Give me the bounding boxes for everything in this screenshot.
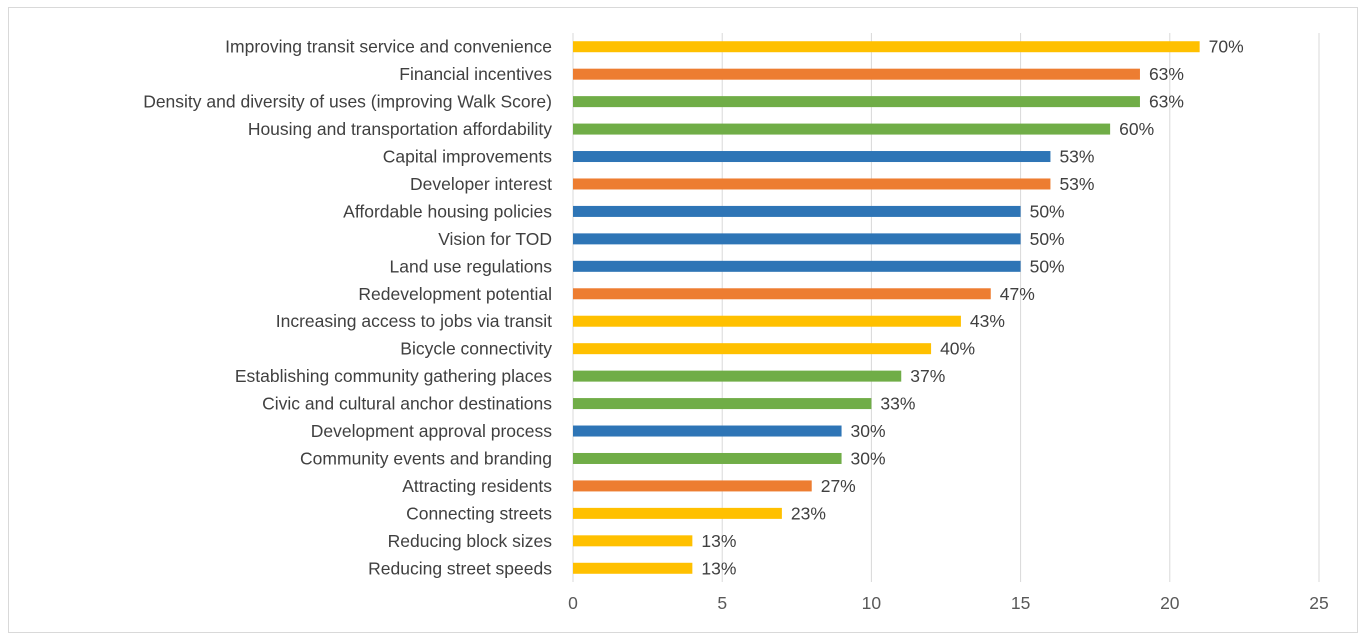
x-tick-label: 20 xyxy=(1160,593,1180,613)
bar xyxy=(573,425,842,437)
bar xyxy=(573,151,1051,163)
data-label: 40% xyxy=(940,339,975,359)
gridlines xyxy=(572,33,1320,582)
category-label: Land use regulations xyxy=(390,256,553,276)
bar xyxy=(573,288,991,300)
value-labels: 70% 63% 63% 60% 53% 53% 50% 50% 50% 47% 43% 40% 37% 3… xyxy=(701,37,1243,579)
category-label: Improving transit service and convenienc… xyxy=(225,37,552,57)
bar xyxy=(573,68,1140,80)
data-label: 53% xyxy=(1059,174,1094,194)
bar xyxy=(573,507,782,519)
bar xyxy=(573,233,1021,245)
category-label: Civic and cultural anchor destinations xyxy=(262,394,552,414)
category-label: Attracting residents xyxy=(402,476,552,496)
bar xyxy=(573,123,1111,135)
x-tick-label: 15 xyxy=(1011,593,1030,613)
data-label: 13% xyxy=(701,531,736,551)
category-label: Community events and branding xyxy=(300,448,552,468)
category-label: Redevelopment potential xyxy=(358,284,552,304)
x-tick-label: 0 xyxy=(568,593,578,613)
category-label: Capital improvements xyxy=(383,147,552,167)
data-label: 30% xyxy=(851,448,886,468)
data-label: 70% xyxy=(1209,37,1244,57)
data-label: 53% xyxy=(1059,147,1094,167)
category-labels: Improving transit service and convenienc… xyxy=(143,37,552,579)
bar xyxy=(573,41,1200,53)
bar xyxy=(573,398,872,410)
data-label: 50% xyxy=(1030,201,1065,221)
data-label: 60% xyxy=(1119,119,1154,139)
x-axis-ticks: 0 5 10 15 20 25 xyxy=(568,593,1329,613)
x-tick-label: 5 xyxy=(717,593,727,613)
category-label: Affordable housing policies xyxy=(343,201,552,221)
bar xyxy=(573,205,1021,217)
bar xyxy=(573,562,693,574)
data-label: 43% xyxy=(970,311,1005,331)
data-label: 50% xyxy=(1030,229,1065,249)
category-label: Increasing access to jobs via transit xyxy=(276,311,552,331)
category-label: Development approval process xyxy=(311,421,552,441)
data-label: 23% xyxy=(791,503,826,523)
bar xyxy=(573,535,693,547)
data-label: 47% xyxy=(1000,284,1035,304)
category-label: Reducing street speeds xyxy=(368,558,552,578)
bar xyxy=(573,178,1051,190)
data-label: 63% xyxy=(1149,64,1184,84)
data-label: 33% xyxy=(880,394,915,414)
category-label: Bicycle connectivity xyxy=(400,339,552,359)
category-label: Financial incentives xyxy=(399,64,552,84)
bar xyxy=(573,480,812,492)
category-label: Housing and transportation affordability xyxy=(248,119,552,139)
data-label: 13% xyxy=(701,558,736,578)
bar xyxy=(573,343,932,355)
x-tick-label: 10 xyxy=(862,593,882,613)
category-label: Density and diversity of uses (improving… xyxy=(143,92,552,112)
data-label: 37% xyxy=(910,366,945,386)
data-label: 63% xyxy=(1149,92,1184,112)
data-label: 27% xyxy=(821,476,856,496)
bar xyxy=(573,96,1140,108)
category-label: Developer interest xyxy=(410,174,552,194)
data-label: 30% xyxy=(851,421,886,441)
bar-series xyxy=(573,41,1200,574)
category-label: Vision for TOD xyxy=(438,229,552,249)
data-label: 50% xyxy=(1030,256,1065,276)
x-tick-label: 25 xyxy=(1309,593,1328,613)
bar xyxy=(573,370,902,382)
bar xyxy=(573,452,842,464)
category-label: Establishing community gathering places xyxy=(235,366,552,386)
category-label: Reducing block sizes xyxy=(388,531,553,551)
bar xyxy=(573,315,961,327)
bar xyxy=(573,260,1021,272)
category-label: Connecting streets xyxy=(406,503,552,523)
